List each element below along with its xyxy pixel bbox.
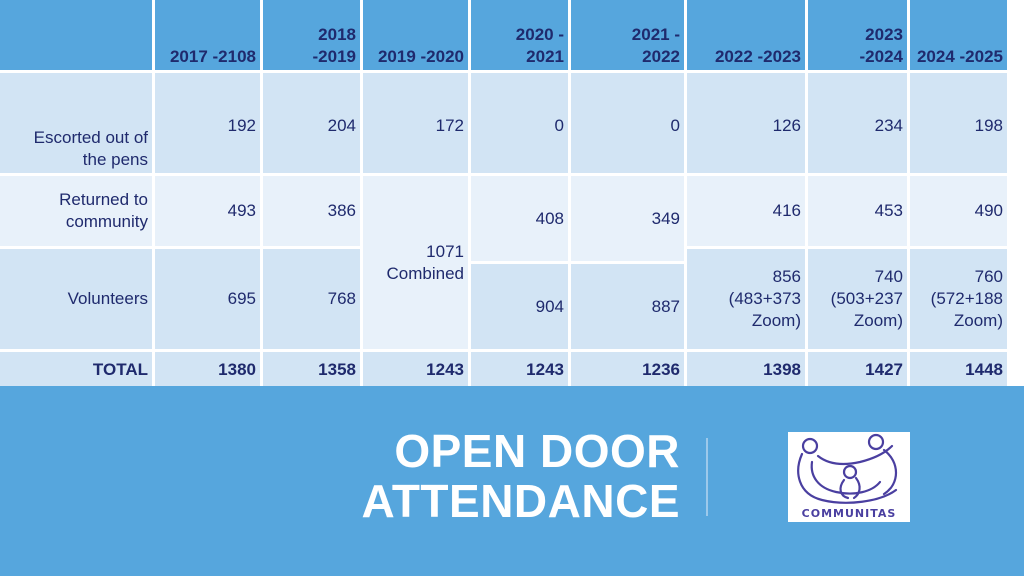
header-2021-2022: 2021 - 2022 [571,0,684,70]
total-cell: 1398 [687,352,805,387]
combined-2019-2020-cell: 1071 Combined [363,176,468,349]
row-label-volunteers: Volunteers [0,249,152,349]
table-cell: 740 (503+237 Zoom) [808,249,907,349]
header-2019-2020: 2019 -2020 [363,0,468,70]
split-2020-2021: 408 904 [471,176,568,349]
total-cell: 1427 [808,352,907,387]
table-cell: 887 [571,264,684,349]
logo-wordmark: COMMUNITAS [801,507,897,520]
header-2017-2018: 2017 -2108 [155,0,260,70]
logo-figures-icon [797,433,898,504]
table-cell: 768 [263,249,360,349]
table-cell: 490 [910,176,1007,246]
table-cell: 198 [910,73,1007,173]
total-cell: 1236 [571,352,684,387]
table-cell: 760 (572+188 Zoom) [910,249,1007,349]
table-cell: 0 [571,73,684,173]
slide-title: OPEN DOOR ATTENDANCE [361,425,680,527]
header-2022-2023: 2022 -2023 [687,0,805,70]
table-cell: 172 [363,73,468,173]
table-cell: 192 [155,73,260,173]
row-label-returned: Returned to community [0,176,152,246]
table-cell: 126 [687,73,805,173]
table-cell: 386 [263,176,360,246]
total-cell: 1448 [910,352,1007,387]
table-cell: 453 [808,176,907,246]
table-cell: 408 [471,176,568,261]
communitas-logo: COMMUNITAS [788,432,910,522]
table-cell: 493 [155,176,260,246]
divider [706,438,708,516]
table-cell: 234 [808,73,907,173]
total-cell: 1243 [471,352,568,387]
table-cell: 695 [155,249,260,349]
header-2024-2025: 2024 -2025 [910,0,1007,70]
header-2018-2019: 2018 -2019 [263,0,360,70]
table-cell: 0 [471,73,568,173]
header-2020-2021: 2020 - 2021 [471,0,568,70]
table-cell: 856 (483+373 Zoom) [687,249,805,349]
attendance-table: 2017 -2108 2018 -2019 2019 -2020 2020 - … [0,0,1007,387]
table-cell: 416 [687,176,805,246]
total-cell: 1243 [363,352,468,387]
row-label-escorted: Escorted out of the pens [0,73,152,173]
total-label: TOTAL [0,352,152,387]
table-cell: 904 [471,264,568,349]
header-2023-2024: 2023 -2024 [808,0,907,70]
header-corner [0,0,152,70]
table-cell: 349 [571,176,684,261]
total-cell: 1380 [155,352,260,387]
split-2021-2022: 349 887 [571,176,684,349]
table-cell: 204 [263,73,360,173]
total-cell: 1358 [263,352,360,387]
